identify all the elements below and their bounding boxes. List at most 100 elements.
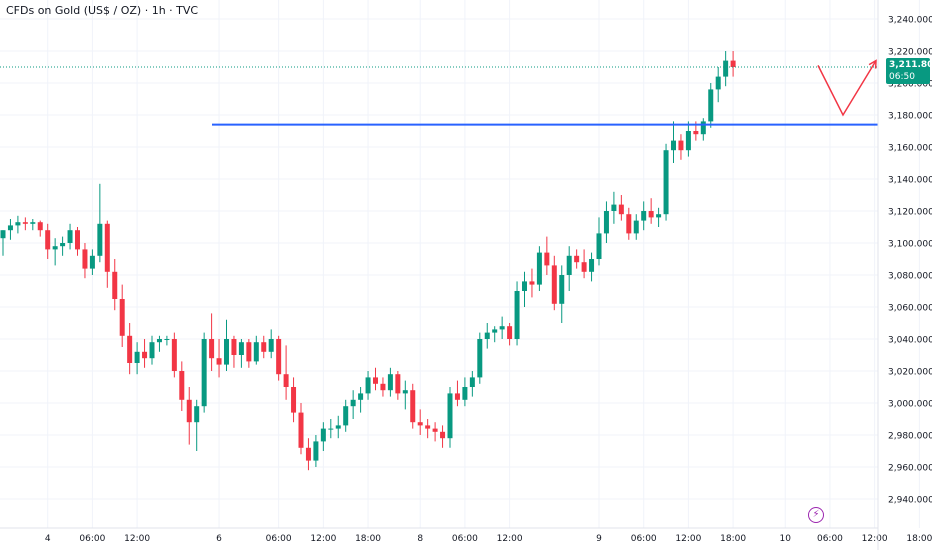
candle-body [373, 377, 378, 384]
candle-body [0, 230, 6, 239]
candle-body [410, 390, 416, 423]
candle-body [75, 230, 80, 250]
candle-body [492, 329, 498, 333]
candle-body [514, 291, 520, 339]
y-tick-label: 3,220.000 [888, 48, 932, 58]
candle-body [603, 211, 609, 234]
candle-body [335, 425, 341, 429]
candle-body [708, 89, 714, 122]
candle-body [60, 243, 66, 247]
x-tick-label: 06:00 [452, 534, 478, 544]
candle-body [589, 259, 595, 272]
candle-body [365, 377, 371, 394]
candle-body [656, 214, 662, 218]
candle-body [551, 265, 557, 304]
candle-body [618, 204, 624, 215]
x-tick-label: 12:00 [124, 534, 150, 544]
candle-body [447, 393, 453, 439]
candle-body [611, 204, 617, 211]
x-tick-label: 12:00 [310, 534, 336, 544]
candle-body [142, 351, 148, 359]
x-tick-label: 9 [596, 534, 602, 544]
x-tick-label: 18:00 [906, 534, 932, 544]
chart-title: CFDs on Gold (US$ / OZ) · 1h · TVC [6, 4, 199, 17]
candle-body [179, 371, 185, 400]
candle-body [633, 220, 639, 234]
candle-body [45, 230, 51, 250]
candle-body [149, 342, 155, 359]
candle-body [581, 262, 587, 272]
candle-body [268, 339, 274, 352]
y-tick-label: 2,980.000 [888, 432, 932, 442]
x-tick-label: 10 [780, 534, 792, 544]
x-tick-label: 4 [45, 534, 51, 544]
candle-body [350, 399, 356, 407]
candle-body [112, 271, 118, 299]
candle-body [663, 150, 669, 215]
candle-body [328, 428, 334, 430]
x-tick-label: 18:00 [355, 534, 381, 544]
grid-lines [0, 0, 920, 528]
x-tick-label: 6 [216, 534, 222, 544]
y-tick-label: 3,240.000 [888, 16, 932, 26]
candle-body [723, 60, 729, 77]
candle-body [380, 383, 386, 391]
candle-body [574, 255, 580, 263]
candle-body [231, 339, 237, 355]
candle-body [283, 374, 289, 387]
bar-countdown: 06:50 [889, 72, 915, 82]
candle-body [678, 140, 684, 151]
candle-body [559, 275, 565, 304]
candle-body [648, 211, 654, 218]
candle-body [37, 222, 43, 231]
candle-body [685, 131, 691, 151]
projection-arrowhead [868, 59, 877, 69]
candle-body [119, 299, 125, 336]
x-tick-label: 06:00 [266, 534, 292, 544]
candle-body [313, 441, 319, 461]
candle-body [246, 342, 252, 362]
candle-body [253, 342, 259, 362]
y-tick-label: 2,960.000 [888, 464, 932, 474]
candle-body [499, 326, 505, 330]
candle-body [522, 281, 527, 291]
y-tick-label: 3,180.000 [888, 112, 932, 122]
candle-body [693, 131, 699, 135]
candle-body [529, 281, 535, 285]
x-tick-label: 12:00 [497, 534, 523, 544]
overlays [0, 59, 878, 126]
candle-body [566, 255, 572, 275]
candle-body [507, 326, 513, 339]
candle-body [238, 342, 244, 355]
candle-body [544, 252, 550, 266]
candle-body [67, 230, 73, 243]
last-price-value: 3,211.804 [889, 60, 932, 70]
candle-body [626, 214, 632, 234]
x-tick-label: 06:00 [817, 534, 843, 544]
candle-body [358, 393, 364, 400]
y-tick-label: 3,040.000 [888, 336, 932, 346]
candle-body [596, 233, 602, 259]
candle-body [52, 246, 58, 250]
y-tick-label: 2,940.000 [888, 496, 932, 506]
y-tick-label: 3,120.000 [888, 208, 932, 218]
candle-body [425, 425, 431, 429]
candle-body [462, 387, 468, 400]
lightning-bolt-icon[interactable]: ⚡ [808, 507, 824, 523]
y-tick-label: 3,160.000 [888, 144, 932, 154]
candle-body [216, 358, 222, 365]
candle-body [261, 342, 267, 352]
candle-body [97, 223, 103, 256]
y-tick-label: 3,140.000 [888, 176, 932, 186]
candle-body [134, 351, 140, 363]
candle-body [298, 412, 304, 448]
candle-body [536, 252, 542, 285]
projection-path [817, 60, 877, 117]
candle-body [320, 428, 326, 442]
y-tick-label: 3,100.000 [888, 240, 932, 250]
x-tick-label: 12:00 [675, 534, 701, 544]
x-tick-label: 06:00 [631, 534, 657, 544]
candle-body [89, 255, 95, 269]
candle-body [291, 387, 297, 413]
